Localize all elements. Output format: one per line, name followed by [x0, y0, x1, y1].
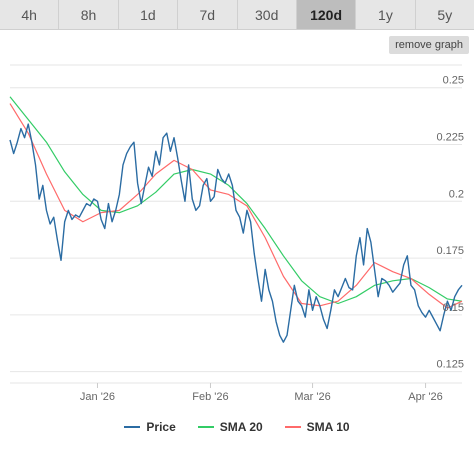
legend-item-price[interactable]: Price	[124, 420, 176, 434]
x-axis-labels: Jan '26 Feb '26 Mar '26 Apr '26	[80, 383, 443, 403]
legend-label-sma10: SMA 10	[306, 420, 350, 434]
legend-item-sma10[interactable]: SMA 10	[284, 420, 350, 434]
legend-swatch-sma20	[197, 426, 214, 428]
price-chart: 0.125 0.15 0.175 0.2 0.225 0.25 Jan '26 Feb '2…	[9, 64, 464, 403]
sma10-line	[9, 103, 463, 309]
tab-1y[interactable]: 1y	[356, 0, 416, 29]
legend-swatch-sma10	[284, 426, 301, 428]
y-tick-label-5: 0.25	[443, 75, 464, 87]
y-tick-label-3: 0.2	[449, 188, 464, 200]
chart-series	[9, 96, 463, 343]
timeframe-tabs: 4h 8h 1d 7d 30d 120d 1y 5y	[0, 0, 474, 30]
price-line	[9, 123, 463, 343]
legend-label-price: Price	[146, 420, 176, 434]
x-tick-label-1: Feb '26	[192, 391, 228, 403]
chart-legend: Price SMA 20 SMA 10	[0, 420, 474, 434]
tab-4h[interactable]: 4h	[0, 0, 60, 29]
y-axis-labels: 0.125 0.15 0.175 0.2 0.225 0.25	[436, 75, 464, 371]
tab-120d[interactable]: 120d	[296, 0, 357, 29]
y-tick-label-2: 0.175	[436, 245, 464, 257]
y-tick-label-0: 0.125	[436, 359, 464, 371]
x-tick-label-2: Mar '26	[294, 391, 330, 403]
x-tick-label-3: Apr '26	[408, 391, 443, 403]
tab-1d[interactable]: 1d	[119, 0, 179, 29]
legend-item-sma20[interactable]: SMA 20	[197, 420, 263, 434]
tab-8h[interactable]: 8h	[59, 0, 119, 29]
y-tick-label-4: 0.225	[436, 132, 464, 144]
tab-5y[interactable]: 5y	[437, 6, 453, 23]
tab-30d[interactable]: 30d	[238, 0, 297, 29]
sma20-line	[9, 96, 463, 305]
chart-grid	[10, 64, 462, 384]
remove-graph-button[interactable]: remove graph	[389, 36, 469, 54]
x-tick-label-0: Jan '26	[80, 391, 115, 403]
y-tick-label-1: 0.15	[443, 302, 464, 314]
legend-swatch-price	[124, 426, 141, 428]
legend-label-sma20: SMA 20	[219, 420, 263, 434]
tab-7d[interactable]: 7d	[178, 0, 238, 29]
